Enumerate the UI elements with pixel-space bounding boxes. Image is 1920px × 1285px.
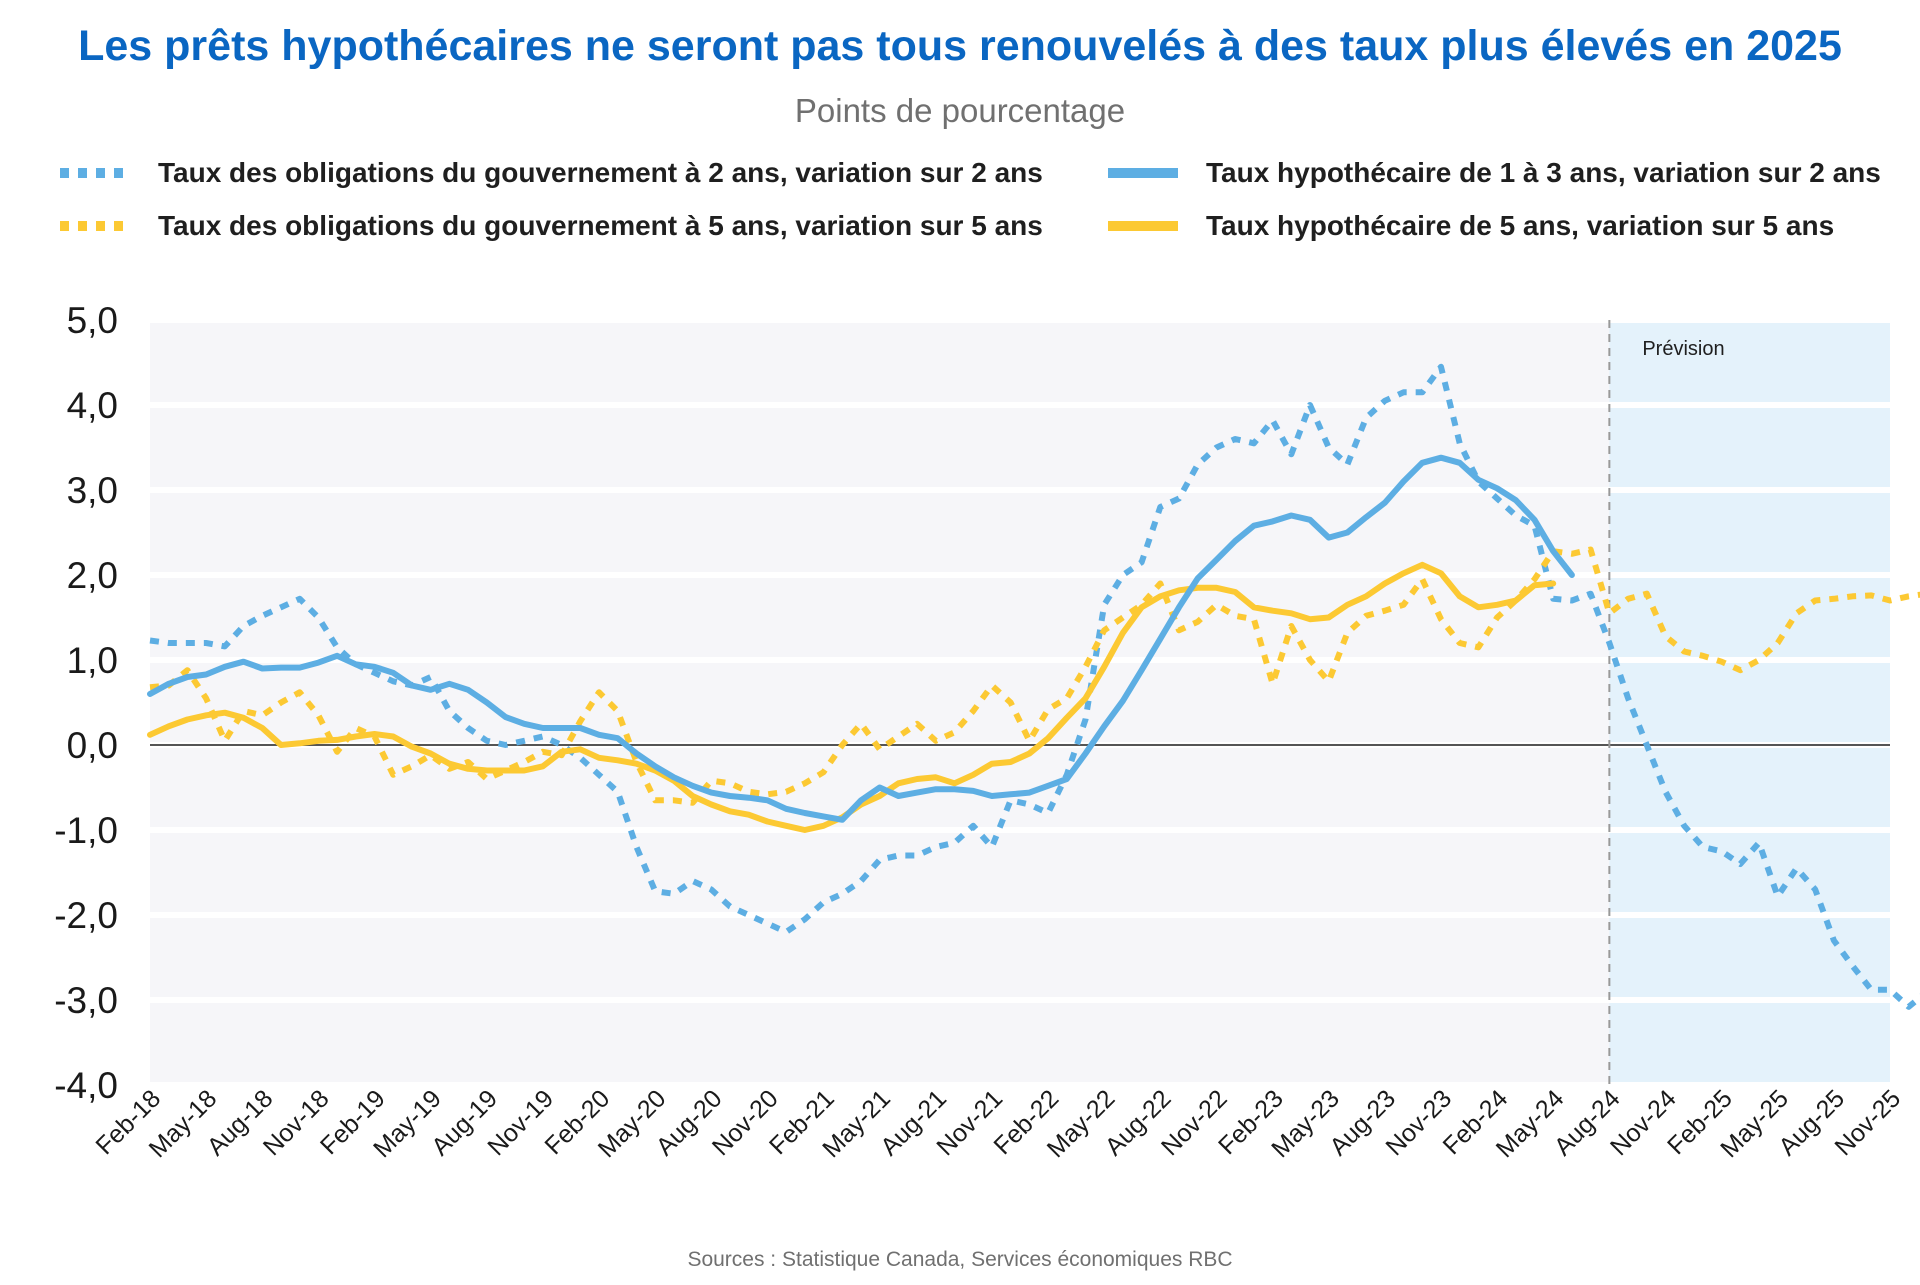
y-tick-label: 3,0 [67,470,118,511]
y-tick-label: 0,0 [67,725,118,766]
y-tick-label: 5,0 [67,300,118,341]
y-tick-label: -1,0 [54,810,118,851]
legend-swatch-dotted-blue [60,168,130,178]
chart-subtitle: Points de pourcentage [794,92,1126,129]
legend-label-mortgage-1-3y: Taux hypothécaire de 1 à 3 ans, variatio… [1206,157,1881,188]
series-line-0 [149,363,1920,1010]
y-tick-label: -4,0 [54,1065,118,1106]
legend-swatch-dotted-yellow [60,221,130,231]
chart-legend: Taux des obligations du gouvernement à 2… [0,150,1920,260]
series-line-1 [147,454,1575,823]
series-line-2 [149,546,1920,806]
y-tick-label: 1,0 [67,640,118,681]
legend-item-bond-5y: Taux des obligations du gouvernement à 5… [60,203,1043,249]
y-tick-label: -2,0 [54,895,118,936]
forecast-label: Prévision [1642,338,1724,360]
chart-title: Les prêts hypothécaires ne seront pas to… [78,22,1842,70]
plot-area [150,320,1890,1085]
source-note: Sources : Statistique Canada, Services é… [687,1248,1233,1271]
legend-item-bond-2y: Taux des obligations du gouvernement à 2… [60,150,1043,196]
legend-item-mortgage-5y: Taux hypothécaire de 5 ans, variation su… [1108,203,1834,249]
y-tick-label: 2,0 [67,555,118,596]
y-tick-label: -3,0 [54,980,118,1021]
legend-label-bond-5y: Taux des obligations du gouvernement à 5… [158,210,1043,241]
legend-label-mortgage-5y: Taux hypothécaire de 5 ans, variation su… [1206,210,1835,241]
legend-swatch-solid-blue [1108,168,1178,178]
legend-swatch-solid-yellow [1108,221,1178,231]
y-tick-label: 4,0 [67,385,118,426]
legend-item-mortgage-1-3y: Taux hypothécaire de 1 à 3 ans, variatio… [1108,150,1881,196]
forecast-region [1609,320,1890,1085]
legend-label-bond-2y: Taux des obligations du gouvernement à 2… [158,157,1043,188]
